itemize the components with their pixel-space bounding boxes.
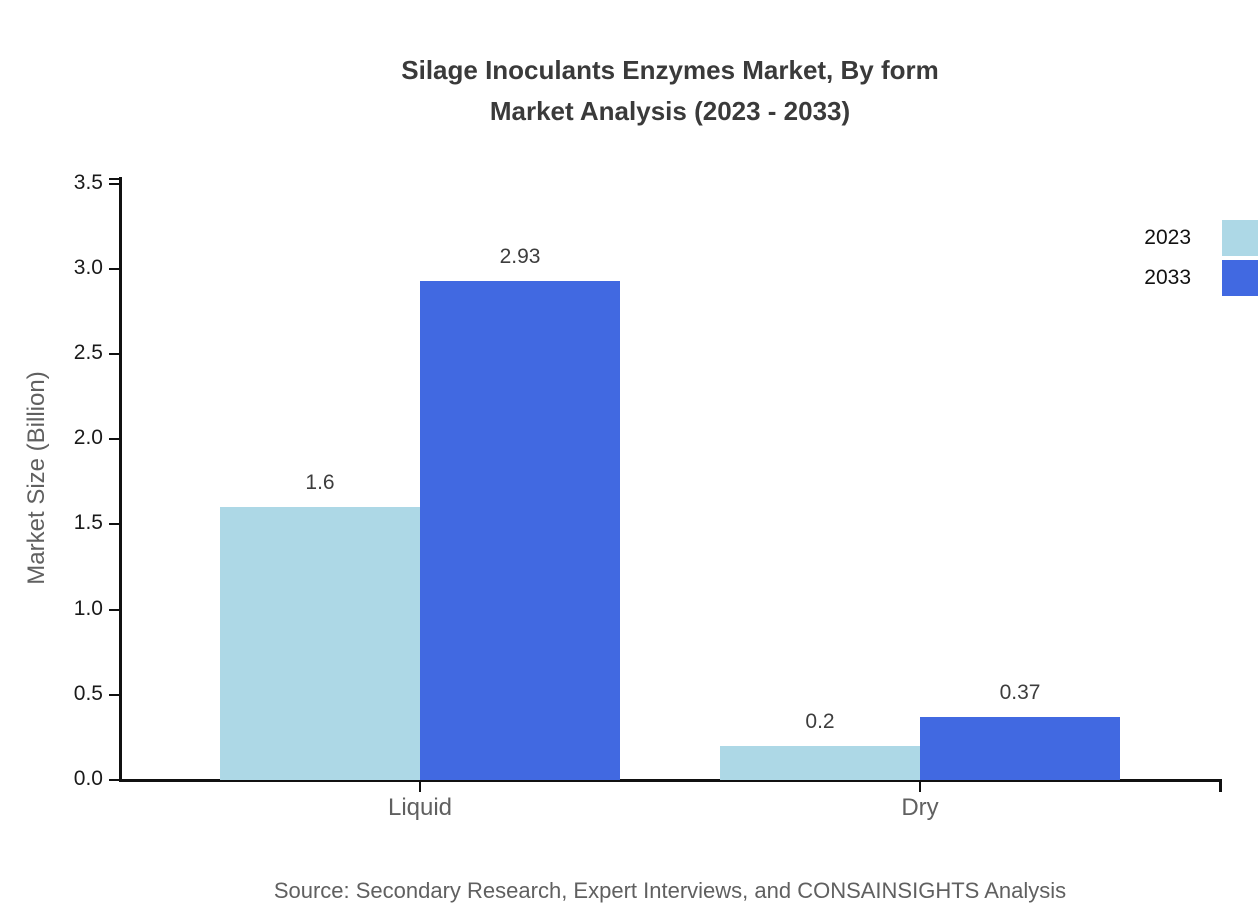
y-tick-mark <box>109 779 119 781</box>
legend-label: 2033 <box>1144 266 1191 289</box>
legend: 2023 2033 <box>1144 220 1258 296</box>
y-tick-label: 2.5 <box>73 341 103 364</box>
y-tick-label: 1.0 <box>73 596 103 620</box>
source-note: Source: Secondary Research, Expert Inter… <box>273 878 1067 903</box>
y-tick-label: 2.0 <box>73 426 103 450</box>
y-tick-mark <box>109 608 119 611</box>
x-tick-mark <box>419 782 421 792</box>
bar-liquid-2023 <box>220 507 420 780</box>
x-category-label: Dry <box>901 794 939 821</box>
y-tick-mark <box>109 523 119 526</box>
x-category-label: Liquid <box>387 794 453 821</box>
chart-title: Silage Inoculants Enzymes Market, By for… <box>80 50 1260 132</box>
bar-value-label: 0.37 <box>999 681 1041 704</box>
bar-liquid-2033 <box>420 281 620 780</box>
y-tick-label: 0.5 <box>73 681 103 705</box>
y-tick-mark <box>109 267 119 270</box>
x-tick-mark <box>919 782 921 792</box>
chart-title-line2: Market Analysis (2023 - 2033) <box>489 96 851 126</box>
y-tick-mark <box>109 438 119 441</box>
bar-value-label: 1.6 <box>305 471 335 494</box>
bar-value-label: 0.2 <box>805 710 835 733</box>
bar-value-label: 2.93 <box>499 245 541 268</box>
y-axis-top-cap <box>109 178 119 180</box>
x-axis-end-cap <box>1219 779 1222 792</box>
legend-item-2023: 2023 <box>1144 220 1258 256</box>
y-tick-mark <box>109 182 119 185</box>
y-tick-mark <box>109 353 119 355</box>
bar-dry-2023 <box>720 746 920 780</box>
y-tick-label: 1.5 <box>73 511 103 535</box>
legend-label: 2023 <box>1144 226 1191 249</box>
x-axis-line <box>119 779 1222 782</box>
legend-item-2033: 2033 <box>1144 260 1258 296</box>
y-tick-mark <box>109 693 119 696</box>
legend-swatch <box>1222 260 1258 296</box>
legend-swatch <box>1222 220 1258 256</box>
y-tick-label: 3.0 <box>73 255 103 279</box>
bar-dry-2033 <box>920 717 1120 780</box>
chart-title-line1: Silage Inoculants Enzymes Market, By for… <box>401 55 939 85</box>
y-tick-label: 3.5 <box>73 170 103 194</box>
y-axis-line <box>119 177 122 782</box>
y-tick-label: 0.0 <box>73 767 103 790</box>
